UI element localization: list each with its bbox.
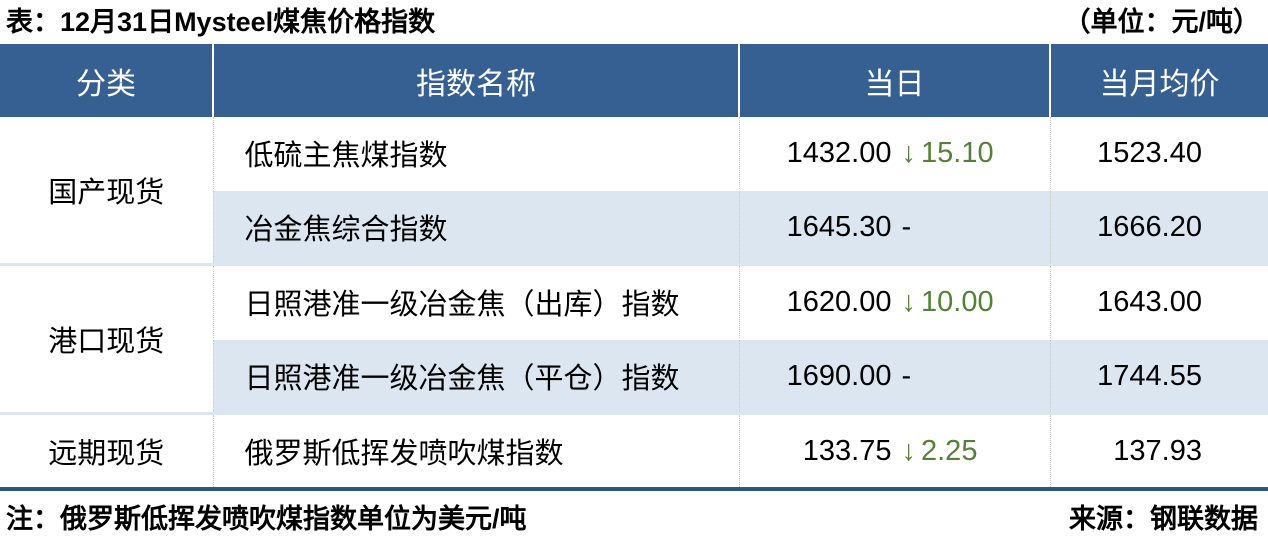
unit-label: （单位：元/吨） <box>1063 6 1260 37</box>
footnote: 注：俄罗斯低挥发喷吹煤指数单位为美元/吨 <box>6 503 527 534</box>
today-value: 1690.00 <box>786 359 892 392</box>
table-row: 国产现货 低硫主焦煤指数 1432.00 ↓ 15.10 1523.40 <box>0 117 1268 265</box>
index-name-cell: 俄罗斯低挥发喷吹煤指数 <box>213 412 740 489</box>
down-arrow-icon: ↓ <box>901 434 917 467</box>
category-cell: 远期现货 <box>0 412 214 489</box>
month-avg-cell: 1523.40 <box>1050 117 1268 190</box>
table-row: 冶金焦综合指数 1645.30 - 1666.20 <box>0 189 1268 265</box>
month-avg-cell: 1666.20 <box>1050 189 1268 265</box>
today-value: 1645.30 <box>786 210 892 243</box>
index-name-cell: 冶金焦综合指数 <box>213 189 740 265</box>
header-category: 分类 <box>0 44 214 117</box>
today-cell: 1432.00 ↓ 15.10 <box>739 117 1051 190</box>
category-cell: 港口现货 <box>0 263 214 414</box>
change-value: - <box>901 359 912 392</box>
header-month-avg: 当月均价 <box>1050 44 1268 117</box>
header-row: 分类 指数名称 当日 当月均价 <box>0 44 1268 117</box>
header-index-name: 指数名称 <box>213 44 740 117</box>
index-name-cell: 日照港准一级冶金焦（平仓）指数 <box>213 338 740 414</box>
index-name-cell: 日照港准一级冶金焦（出库）指数 <box>213 263 740 339</box>
price-index-table: 分类 指数名称 当日 当月均价 国产现货 低硫主焦煤指数 1432.00 ↓ 15… <box>0 44 1268 491</box>
today-cell: 1690.00 - <box>739 338 1051 414</box>
month-avg-cell: 1744.55 <box>1050 338 1268 414</box>
month-avg-cell: 137.93 <box>1050 412 1268 489</box>
today-value: 133.75 <box>802 434 892 467</box>
table-title: 表：12月31日Mysteel煤焦价格指数 <box>6 6 436 37</box>
today-value: 1432.00 <box>786 136 892 169</box>
footer-bar: 注：俄罗斯低挥发喷吹煤指数单位为美元/吨 来源：钢联数据 <box>0 491 1268 551</box>
index-name-cell: 低硫主焦煤指数 <box>213 117 740 190</box>
change-value: ↓ 15.10 <box>901 136 994 169</box>
down-arrow-icon: ↓ <box>901 136 917 169</box>
header-today: 当日 <box>739 44 1051 117</box>
month-avg-cell: 1643.00 <box>1050 263 1268 339</box>
category-cell: 国产现货 <box>0 117 214 265</box>
table-row: 远期现货 俄罗斯低挥发喷吹煤指数 133.75 ↓ 2.25 137.93 <box>0 412 1268 489</box>
down-arrow-icon: ↓ <box>901 285 917 318</box>
today-cell: 1620.00 ↓ 10.00 <box>739 263 1051 339</box>
today-value: 1620.00 <box>786 285 892 318</box>
title-bar: 表：12月31日Mysteel煤焦价格指数 （单位：元/吨） <box>0 0 1268 44</box>
today-cell: 1645.30 - <box>739 189 1051 265</box>
table-row: 日照港准一级冶金焦（平仓）指数 1690.00 - 1744.55 <box>0 338 1268 414</box>
change-value: ↓ 2.25 <box>901 434 978 467</box>
data-source: 来源：钢联数据 <box>1069 503 1258 534</box>
change-value: - <box>901 210 912 243</box>
change-value: ↓ 10.00 <box>901 285 994 318</box>
table-row: 港口现货 日照港准一级冶金焦（出库）指数 1620.00 ↓ 10.00 1643… <box>0 263 1268 414</box>
today-cell: 133.75 ↓ 2.25 <box>739 412 1051 489</box>
